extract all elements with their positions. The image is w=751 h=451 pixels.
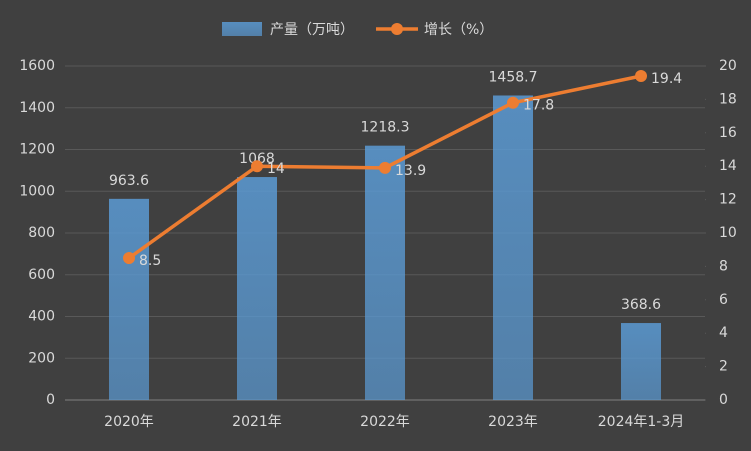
x-tick-label: 2020年 — [104, 414, 154, 430]
y2-tick-label: 16 — [719, 125, 737, 141]
y2-tick-label: 6 — [719, 292, 728, 308]
y2-tick-label: 2 — [719, 359, 728, 375]
line-marker — [635, 70, 647, 83]
y-tick-label: 1400 — [19, 100, 55, 116]
line-value-label: 17.8 — [523, 98, 554, 114]
line-marker — [251, 160, 263, 173]
bar — [493, 95, 533, 401]
y-tick-label: 1200 — [19, 142, 55, 158]
y2-tick-label: 18 — [719, 91, 737, 107]
y-tick-label: 1000 — [19, 183, 55, 199]
y2-tick-label: 14 — [719, 158, 737, 174]
line-value-label: 8.5 — [139, 253, 161, 269]
bar-value-label: 963.6 — [109, 173, 149, 189]
bar — [237, 177, 277, 400]
legend-swatch — [222, 22, 262, 36]
y-tick-label: 600 — [28, 267, 55, 283]
line-marker — [507, 96, 519, 109]
y2-tick-label: 0 — [719, 392, 728, 408]
bar-value-label: 1458.7 — [489, 69, 538, 85]
y-tick-label: 1600 — [19, 58, 55, 74]
bar — [109, 198, 149, 400]
line-value-label: 14 — [267, 161, 285, 177]
bar-value-label: 1218.3 — [361, 120, 410, 136]
y-tick-label: 0 — [46, 392, 55, 408]
x-tick-label: 2024年1-3月 — [598, 414, 685, 430]
y2-tick-label: 10 — [719, 225, 737, 241]
bar — [365, 145, 405, 400]
y2-tick-label: 4 — [719, 325, 728, 341]
line-value-label: 19.4 — [651, 71, 682, 87]
bar-value-label: 1068 — [239, 151, 275, 167]
line-marker — [379, 161, 391, 174]
y-tick-label: 800 — [28, 225, 55, 241]
legend-label: 增长（%） — [424, 22, 493, 38]
line-marker — [123, 252, 135, 265]
x-tick-label: 2022年 — [360, 414, 410, 430]
x-tick-label: 2023年 — [488, 414, 538, 430]
line-value-label: 13.9 — [395, 163, 426, 179]
x-tick-label: 2021年 — [232, 414, 282, 430]
y-tick-label: 200 — [28, 350, 55, 366]
y2-tick-label: 8 — [719, 258, 728, 274]
bar — [621, 323, 661, 400]
legend-label: 产量（万吨） — [270, 22, 354, 38]
y2-tick-label: 12 — [719, 192, 737, 208]
y-tick-label: 400 — [28, 309, 55, 325]
bar-value-label: 368.6 — [621, 297, 661, 313]
y2-tick-label: 20 — [719, 58, 737, 74]
legend-swatch — [391, 23, 403, 35]
